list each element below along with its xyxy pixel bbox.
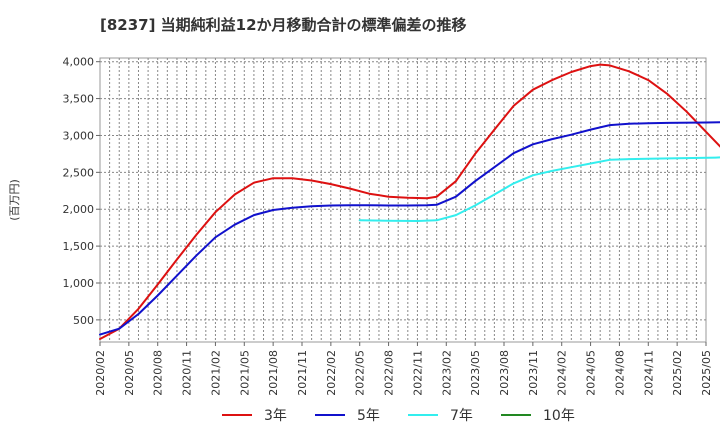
legend-label-10年: 10年	[543, 408, 575, 424]
x-tick-label: 2021/02	[209, 350, 222, 396]
series-line-5年	[99, 121, 720, 336]
x-tick-label: 2022/02	[325, 350, 338, 396]
x-tick-label: 2023/11	[527, 350, 540, 396]
legend: 3年 5年 7年 10年	[222, 408, 575, 424]
series-line-3年	[99, 63, 720, 340]
y-tick-label: 2,000	[63, 203, 95, 216]
x-tick-label: 2024/05	[585, 350, 598, 396]
x-axis: 2020/02 2020/05 2020/08 2020/11 2021/02 2021/…	[94, 342, 713, 396]
x-tick-label: 2023/02	[440, 350, 453, 396]
x-tick-label: 2024/08	[613, 350, 626, 396]
x-tick-label: 2020/08	[152, 350, 165, 396]
x-tick-label: 2025/02	[671, 350, 684, 396]
legend-label-7年: 7年	[450, 408, 473, 424]
y-tick-label: 4,000	[63, 56, 95, 69]
x-tick-label: 2022/11	[411, 350, 424, 396]
x-tick-label: 2021/05	[238, 350, 251, 396]
legend-label-3年: 3年	[264, 408, 287, 424]
y-tick-label: 1,500	[63, 240, 95, 253]
x-tick-label: 2024/11	[642, 350, 655, 396]
y-tick-label: 1,000	[63, 277, 95, 290]
x-tick-label: 2020/02	[94, 350, 107, 396]
grid	[100, 58, 706, 342]
y-tick-label: 500	[73, 314, 94, 327]
x-tick-label: 2021/11	[296, 350, 309, 396]
x-tick-label: 2024/02	[556, 350, 569, 396]
x-tick-label: 2023/05	[469, 350, 482, 396]
series-line-7年	[358, 156, 720, 222]
series-group	[99, 63, 720, 340]
chart-title: [8237] 当期純利益12か月移動合計の標準偏差の推移	[100, 16, 467, 34]
y-axis-label: (百万円)	[8, 179, 21, 221]
y-tick-label: 3,000	[63, 129, 95, 142]
legend-label-5年: 5年	[357, 408, 380, 424]
plot-area	[99, 57, 707, 343]
x-tick-label: 2023/08	[498, 350, 511, 396]
y-tick-label: 2,500	[63, 166, 95, 179]
x-tick-label: 2020/11	[181, 350, 194, 396]
x-tick-label: 2022/08	[383, 350, 396, 396]
x-tick-label: 2021/08	[267, 350, 280, 396]
x-tick-label: 2025/05	[700, 350, 713, 396]
y-tick-label: 3,500	[63, 93, 95, 106]
x-tick-label: 2022/05	[354, 350, 367, 396]
y-axis: 500 1,000 1,500 2,000 2,500 3,000 3,500 4,000	[63, 56, 100, 327]
x-tick-label: 2020/05	[123, 350, 136, 396]
